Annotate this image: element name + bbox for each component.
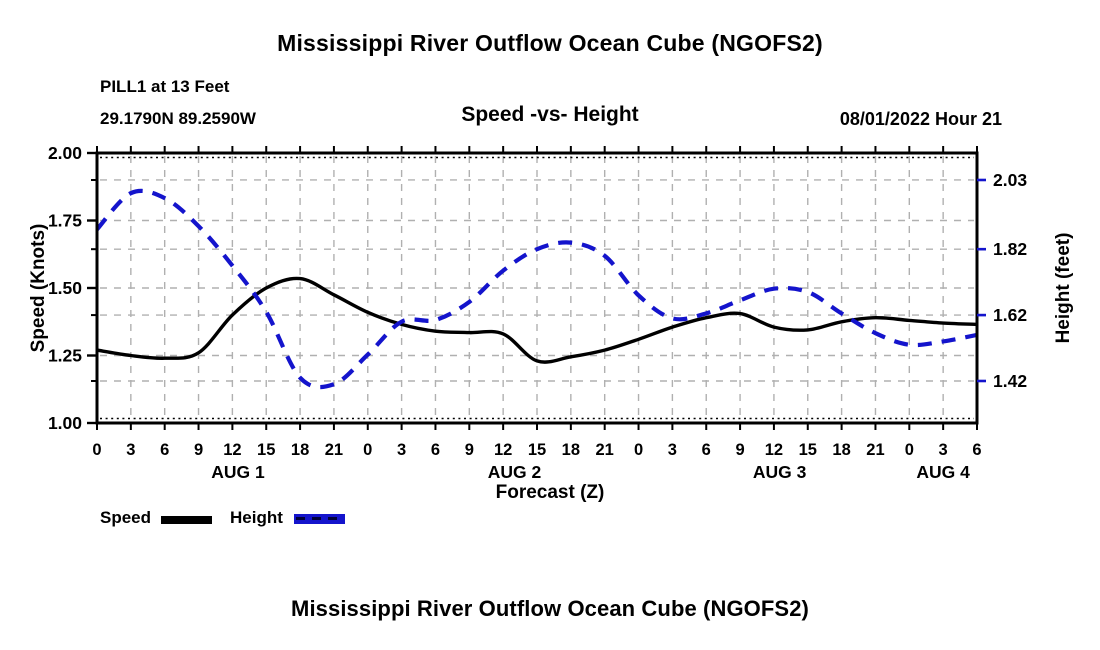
x-tick-label: 12 (223, 441, 241, 459)
right-tick-label: 1.82 (993, 239, 1027, 259)
forecast-datetime: 08/01/2022 Hour 21 (839, 109, 1002, 129)
station-coordinates: 29.1790N 89.2590W (100, 109, 256, 128)
left-tick-label: 1.50 (48, 278, 82, 298)
right-tick-label: 1.62 (993, 305, 1027, 325)
x-tick-label: 0 (363, 441, 372, 459)
x-tick-label: 6 (431, 441, 440, 459)
x-tick-label: 0 (634, 441, 643, 459)
x-tick-label: 12 (494, 441, 512, 459)
x-tick-label: 15 (528, 441, 546, 459)
x-day-label: AUG 4 (916, 462, 970, 482)
x-tick-label: 18 (291, 441, 309, 459)
x-tick-label: 15 (799, 441, 817, 459)
left-tick-label: 1.25 (48, 346, 82, 366)
chart-subtitle: Speed -vs- Height (461, 103, 639, 126)
x-tick-label: 9 (194, 441, 203, 459)
x-tick-label: 3 (668, 441, 677, 459)
x-axis-label: Forecast (Z) (495, 482, 605, 503)
legend-speed-swatch (161, 516, 212, 524)
x-tick-label: 21 (596, 441, 614, 459)
legend-height-label: Height (230, 508, 283, 527)
page-title: Mississippi River Outflow Ocean Cube (NG… (277, 30, 823, 56)
x-tick-label: 21 (325, 441, 343, 459)
x-tick-label: 21 (866, 441, 884, 459)
x-tick-label: 6 (972, 441, 981, 459)
footer-title: Mississippi River Outflow Ocean Cube (NG… (291, 596, 809, 621)
legend-speed-label: Speed (100, 508, 152, 527)
legend-height-dash-pattern (296, 517, 343, 520)
x-tick-label: 6 (702, 441, 711, 459)
x-tick-label: 18 (832, 441, 850, 459)
speed-curve (97, 276, 977, 364)
x-day-label: AUG 2 (488, 462, 542, 482)
left-tick-label: 2.00 (48, 143, 82, 163)
right-tick-label: 2.03 (993, 170, 1027, 190)
x-tick-label: 15 (257, 441, 275, 459)
right-tick-label: 1.42 (993, 371, 1027, 391)
left-tick-label: 1.75 (48, 211, 82, 231)
station-name: PILL1 at 13 Feet (100, 77, 230, 96)
left-tick-label: 1.00 (48, 413, 82, 433)
legend-height-swatch (294, 514, 345, 524)
x-tick-label: 3 (126, 441, 135, 459)
height-curve (97, 188, 977, 390)
x-tick-label: 0 (905, 441, 914, 459)
x-tick-label: 3 (397, 441, 406, 459)
x-tick-label: 18 (562, 441, 580, 459)
x-day-label: AUG 3 (753, 462, 807, 482)
x-day-label: AUG 1 (211, 462, 265, 482)
x-tick-label: 9 (735, 441, 744, 459)
x-tick-label: 6 (160, 441, 169, 459)
x-tick-label: 9 (465, 441, 474, 459)
x-tick-label: 0 (92, 441, 101, 459)
x-tick-label: 3 (939, 441, 948, 459)
x-tick-label: 12 (765, 441, 783, 459)
